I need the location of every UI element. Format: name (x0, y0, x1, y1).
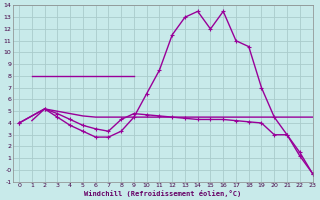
X-axis label: Windchill (Refroidissement éolien,°C): Windchill (Refroidissement éolien,°C) (84, 190, 241, 197)
